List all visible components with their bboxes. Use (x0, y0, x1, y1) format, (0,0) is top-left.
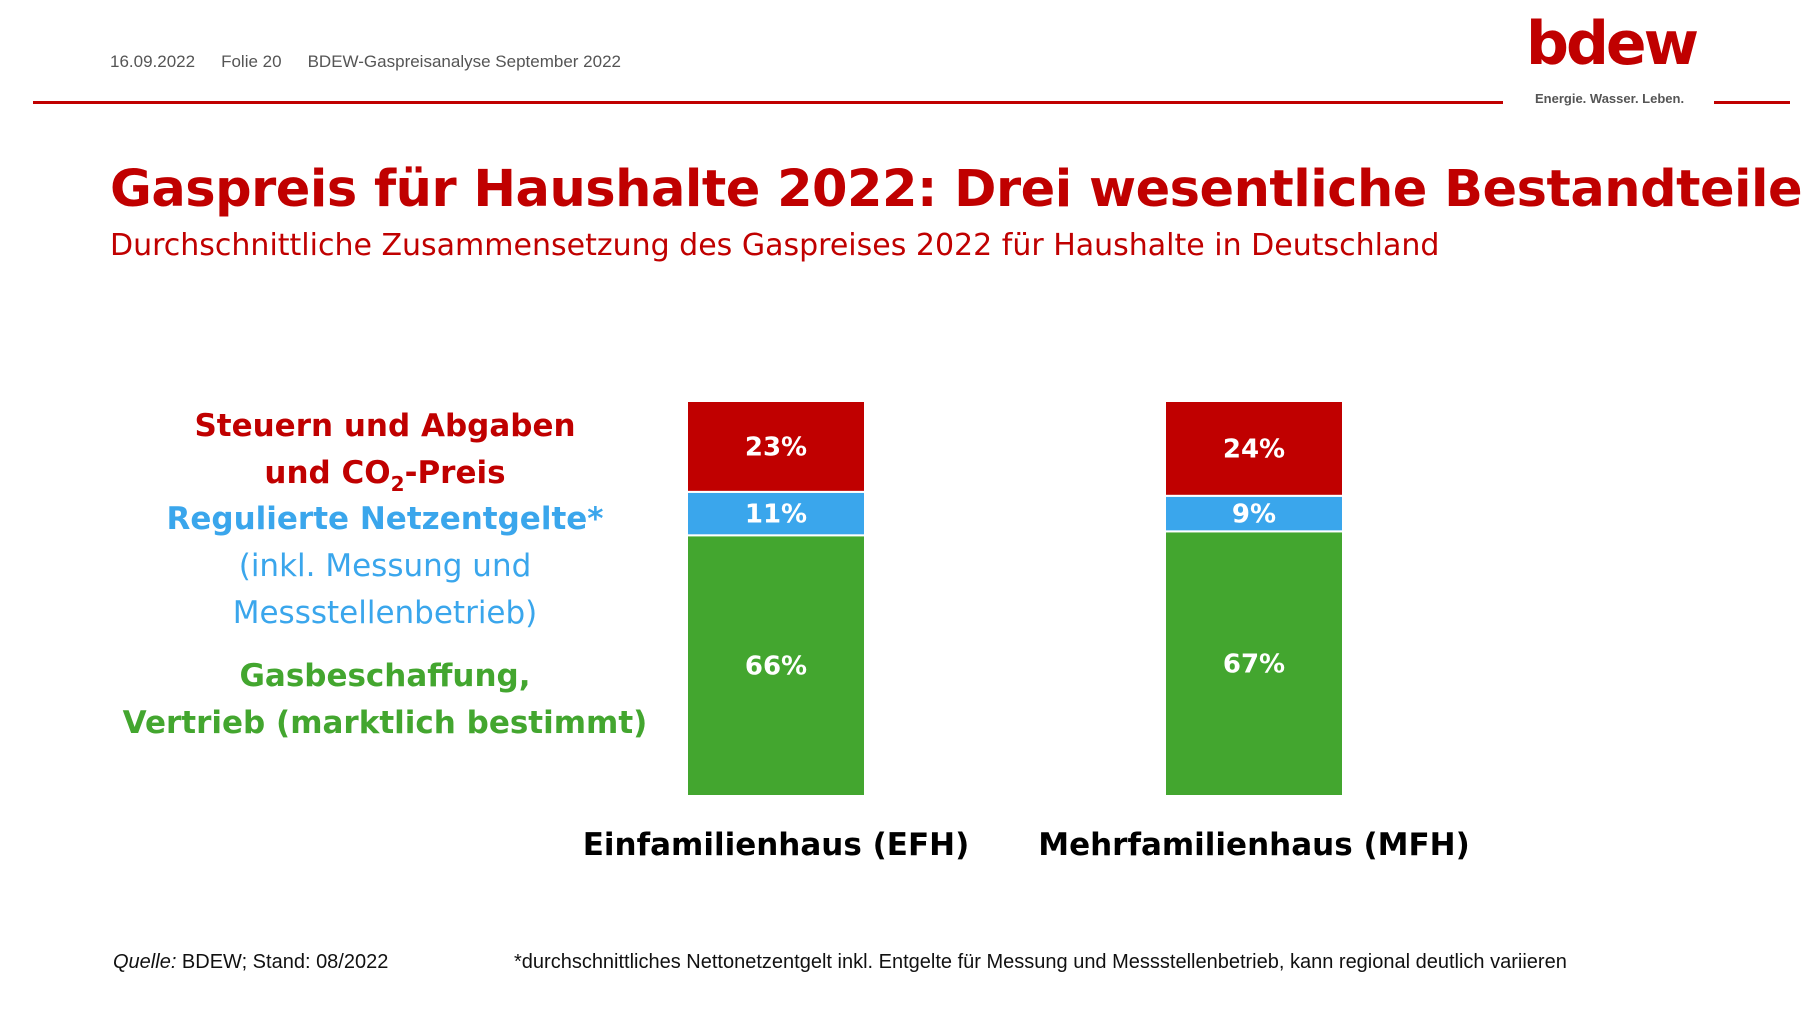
legend-taxes-co2-pre: und CO (264, 455, 391, 491)
slide-number: Folie 20 (221, 52, 282, 71)
page-subtitle: Durchschnittliche Zusammensetzung des Ga… (110, 228, 1440, 263)
footer-source-label: Quelle: (113, 951, 177, 973)
legend-gas-supply: Gasbeschaffung, Vertrieb (marktlich best… (120, 653, 650, 747)
legend-grid-fees: Regulierte Netzentgelte* (inkl. Messung … (120, 496, 650, 637)
header-rule-left (33, 101, 1503, 104)
legend-taxes-line1: Steuern und Abgaben (194, 408, 576, 444)
legend-taxes: Steuern und Abgaben und CO2-Preis (120, 403, 650, 497)
data-label-grid-1: 9% (1232, 500, 1276, 530)
document-title: BDEW-Gaspreisanalyse September 2022 (307, 52, 621, 71)
legend-grid-line3: Messstellenbetrieb) (232, 595, 538, 631)
legend-taxes-line2: und CO2-Preis (120, 450, 650, 497)
bdew-logo-tagline: Energie. Wasser. Leben. (1535, 91, 1685, 106)
legend-supply-line1: Gasbeschaffung, (239, 658, 531, 694)
bar-segment-supply-0 (686, 534, 866, 797)
bar-segment-taxes-0 (686, 400, 866, 493)
page-title: Gaspreis für Haushalte 2022: Drei wesent… (110, 160, 1803, 219)
category-label-1: Mehrfamilienhaus (MFH) (1038, 827, 1470, 863)
footer-source: Quelle: BDEW; Stand: 08/2022 (113, 951, 388, 974)
legend-taxes-co2-sub: 2 (390, 472, 405, 496)
footer-footnote: *durchschnittliches Nettonetzentgelt ink… (514, 951, 1567, 973)
footer-source-text: BDEW; Stand: 08/2022 (176, 951, 389, 973)
legend-grid-line2: (inkl. Messung und (238, 548, 532, 584)
bdew-logo: bdew (1526, 9, 1699, 79)
category-label-0: Einfamilienhaus (EFH) (583, 827, 970, 863)
stacked-bar-chart: 66% 11% 23% Einfamilienhaus (EFH) 67% 9% 24% Me… (583, 400, 1470, 863)
legend-taxes-co2-post: -Preis (404, 455, 506, 491)
bar-segment-supply-1 (1164, 530, 1344, 797)
slide-header-meta: 16.09.2022 Folie 20 BDEW-Gaspreisanalyse… (110, 52, 621, 72)
bar-segment-taxes-1 (1164, 400, 1344, 497)
data-label-grid-0: 11% (745, 500, 807, 530)
data-label-taxes-0: 23% (745, 432, 807, 462)
header-rule-right (1714, 101, 1790, 104)
slide-date: 16.09.2022 (110, 52, 196, 71)
legend-grid-line1: Regulierte Netzentgelte* (166, 501, 604, 537)
bar-segment-grid-0 (686, 490, 866, 537)
data-label-supply-1: 67% (1223, 650, 1285, 680)
data-label-supply-0: 66% (745, 652, 807, 682)
data-label-taxes-1: 24% (1223, 434, 1285, 464)
legend-supply-line2: Vertrieb (marktlich bestimmt) (122, 705, 648, 741)
